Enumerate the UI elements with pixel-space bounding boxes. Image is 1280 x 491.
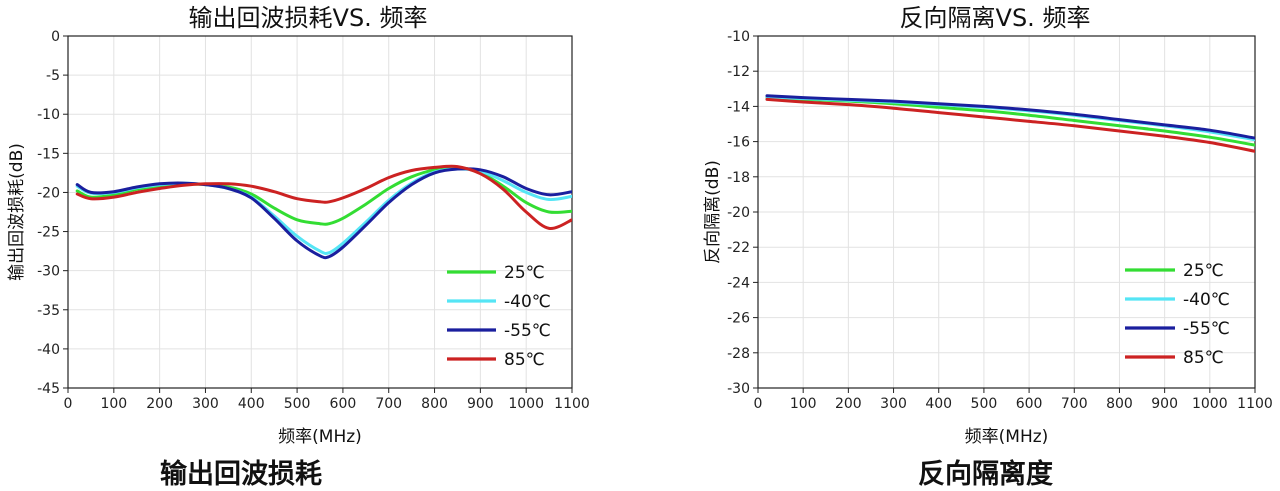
chart0-y-tick-label: -40 <box>37 342 60 358</box>
chart0-series-line-3 <box>75 164 572 230</box>
chart0-x-tick-label: 200 <box>146 396 173 412</box>
chart0-x-tick-label: 0 <box>64 396 73 412</box>
chart0-y-axis-label: 输出回波损耗(dB) <box>7 143 27 281</box>
chart1-y-axis-label: 反向隔离(dB) <box>703 160 723 264</box>
chart0-x-tick-label: 400 <box>238 396 265 412</box>
chart1-x-tick-label: 700 <box>1061 396 1088 412</box>
chart1-legend-label-1: -40℃ <box>1183 290 1230 310</box>
reverse-isolation-chart: 反向隔离VS. 频率 0 100 200 300 400 500 600 700 800 900 10… <box>703 4 1273 447</box>
chart0-legend-label-1: -40℃ <box>504 292 551 312</box>
chart1-legend-label-3: 85℃ <box>1183 348 1224 368</box>
chart1-x-tick-label: 1000 <box>1192 396 1228 412</box>
chart1-x-tick-label: 900 <box>1151 396 1178 412</box>
return-loss-chart: 输出回波损耗VS. 频率 0 100 200 300 400 500 600 700 800 900… <box>7 4 590 447</box>
chart1-legend: 25℃ -40℃ -55℃ 85℃ <box>1125 261 1230 368</box>
chart0-legend: 25℃ -40℃ -55℃ 85℃ <box>447 263 551 370</box>
chart0-legend-label-2: -55℃ <box>504 321 551 341</box>
chart1-y-tick-label: -20 <box>727 205 750 221</box>
reverse-isolation-chart-panel: 反向隔离VS. 频率 0 100 200 300 400 500 600 700 800 900 10… <box>640 0 1280 490</box>
chart1-x-tick-label: 600 <box>1016 396 1043 412</box>
chart0-y-tick-label: -5 <box>46 68 60 84</box>
chart0-x-tick-label: 900 <box>467 396 494 412</box>
chart0-y-tick-label: -10 <box>37 107 60 123</box>
chart1-x-tick-label: 0 <box>754 396 763 412</box>
chart0-x-tick-label: 500 <box>284 396 311 412</box>
chart1-x-tick-label: 100 <box>790 396 817 412</box>
chart1-legend-label-2: -55℃ <box>1183 319 1230 339</box>
chart0-x-tick-label: 700 <box>375 396 402 412</box>
chart1-x-tick-label: 300 <box>880 396 907 412</box>
chart0-x-axis-label: 频率(MHz) <box>278 427 362 447</box>
chart1-x-tick-label: 500 <box>971 396 998 412</box>
chart0-legend-label-3: 85℃ <box>504 350 545 370</box>
chart1-y-tick-label: -16 <box>727 135 750 151</box>
chart0-gridlines <box>68 36 572 388</box>
chart1-y-tick-label: -30 <box>727 381 750 397</box>
chart0-x-tick-label: 300 <box>192 396 219 412</box>
chart1-y-tick-label: -18 <box>727 170 750 186</box>
caption-return-loss: 输出回波损耗 <box>160 459 322 490</box>
chart1-x-axis-label: 频率(MHz) <box>965 427 1049 447</box>
chart1-y-tick-label: -10 <box>727 29 750 45</box>
chart0-y-tick-label: -30 <box>37 264 60 280</box>
chart0-y-tick-label: -35 <box>37 303 60 319</box>
chart0-x-tick-label: 600 <box>330 396 357 412</box>
chart0-plot-frame <box>67 35 573 389</box>
chart1-y-tick-label: -28 <box>727 346 750 362</box>
chart0-y-tick-label: -15 <box>37 146 60 162</box>
chart0-x-tick-label: 100 <box>100 396 127 412</box>
chart0-y-tick-label: 0 <box>51 29 60 45</box>
chart1-y-tick-label: -22 <box>727 240 750 256</box>
chart1-x-tick-label: 800 <box>1106 396 1133 412</box>
chart1-gridlines <box>758 36 1255 388</box>
caption-reverse-isolation: 反向隔离度 <box>918 459 1053 490</box>
chart0-y-tick-label: -25 <box>37 225 60 241</box>
chart0-legend-label-0: 25℃ <box>504 263 545 283</box>
chart1-x-tick-label: 1100 <box>1237 396 1273 412</box>
chart0-y-tick-label: -45 <box>37 381 60 397</box>
chart0-x-tick-label: 800 <box>421 396 448 412</box>
chart0-title: 输出回波损耗VS. 频率 <box>189 4 428 32</box>
chart1-y-tick-label: -26 <box>727 311 750 327</box>
chart0-x-tick-label: 1000 <box>508 396 544 412</box>
chart0-x-tick-label: 1100 <box>554 396 590 412</box>
chart1-x-tick-label: 400 <box>925 396 952 412</box>
chart1-title: 反向隔离VS. 频率 <box>900 4 1091 32</box>
chart1-y-tick-label: -24 <box>727 275 750 291</box>
chart1-series-group <box>765 94 1255 153</box>
chart1-series-line-3 <box>765 97 1255 153</box>
chart1-y-tick-label: -12 <box>727 64 750 80</box>
chart1-legend-label-0: 25℃ <box>1183 261 1224 281</box>
chart0-y-tick-label: -20 <box>37 185 60 201</box>
chart1-series-line-2 <box>765 94 1255 140</box>
chart0-series-group <box>75 164 572 260</box>
chart0-series-line-2 <box>75 167 572 260</box>
chart1-y-tick-label: -14 <box>727 99 750 115</box>
return-loss-chart-panel: 输出回波损耗VS. 频率 0 100 200 300 400 500 600 700 800 900… <box>0 0 640 490</box>
chart1-x-tick-label: 200 <box>835 396 862 412</box>
